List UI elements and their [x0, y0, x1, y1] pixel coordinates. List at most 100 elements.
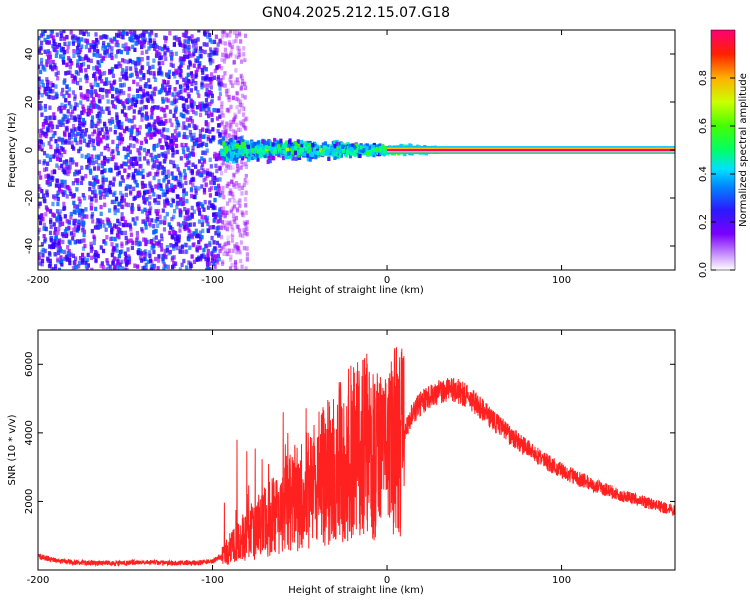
heatmap-cell — [99, 211, 103, 217]
heatmap-cell — [297, 155, 302, 160]
heatmap-cell — [101, 43, 106, 48]
heatmap-cell — [117, 124, 121, 130]
heatmap-cell — [84, 30, 88, 34]
heatmap-cell — [92, 240, 96, 246]
heatmap-cell — [141, 184, 145, 190]
heatmap-cell — [116, 260, 120, 266]
heatmap-cell — [94, 44, 99, 49]
heatmap-cell — [220, 57, 224, 62]
heatmap-cell — [199, 202, 203, 207]
heatmap-cell — [62, 93, 66, 99]
heatmap-cell — [148, 32, 152, 37]
heatmap-cell — [62, 105, 66, 110]
heatmap-cell — [235, 122, 239, 128]
heatmap-cell — [117, 266, 121, 270]
heatmap-cell — [52, 38, 56, 44]
heatmap-cell — [218, 248, 222, 254]
heatmap-cell — [284, 142, 288, 147]
heatmap-cell — [105, 258, 109, 263]
heatmap-cell — [97, 106, 102, 111]
heatmap-cell — [64, 165, 68, 170]
heatmap-cell — [89, 168, 93, 174]
heatmap-cell — [126, 152, 130, 158]
heatmap-cell — [146, 161, 150, 166]
heatmap-cell — [102, 239, 106, 245]
heatmap-cell — [102, 71, 107, 76]
heatmap-cell — [80, 175, 84, 180]
heatmap-cell — [214, 254, 218, 259]
heatmap-cell — [199, 105, 203, 111]
heatmap-cell — [243, 33, 248, 39]
heatmap-cell — [208, 32, 212, 38]
heatmap-cell — [198, 230, 203, 235]
heatmap-cell — [210, 235, 214, 241]
heatmap-cell — [74, 133, 78, 139]
heatmap-cell — [104, 53, 108, 59]
heatmap-cell — [118, 91, 122, 96]
heatmap-cell — [236, 51, 240, 56]
heatmap-cell — [80, 212, 85, 217]
heatmap-cell — [186, 208, 190, 213]
heatmap-cell — [50, 66, 55, 72]
heatmap-cell — [81, 252, 85, 258]
heatmap-cell — [172, 214, 176, 220]
heatmap-cell — [233, 259, 238, 265]
heatmap-cell — [98, 119, 102, 124]
heatmap-cell — [120, 71, 124, 77]
tone-line-core — [387, 148, 675, 152]
heatmap-cell — [221, 136, 225, 141]
heatmap-cell — [240, 148, 244, 154]
heatmap-cell — [220, 246, 224, 251]
heatmap-cell — [166, 135, 170, 140]
heatmap-cell — [168, 109, 173, 114]
heatmap-cell — [77, 169, 82, 174]
heatmap-cell — [184, 39, 188, 44]
heatmap-cell — [227, 40, 232, 45]
heatmap-cell — [244, 266, 248, 270]
heatmap-cell — [161, 170, 165, 176]
heatmap-cell — [145, 111, 149, 116]
heatmap-cell — [205, 215, 210, 221]
heatmap-cell — [167, 90, 171, 96]
heatmap-cell — [58, 219, 62, 224]
heatmap-cell — [203, 83, 207, 88]
heatmap-cell — [194, 111, 198, 116]
heatmap-cell — [110, 242, 114, 247]
heatmap-cell — [348, 153, 353, 159]
heatmap-cell — [38, 90, 41, 95]
heatmap-cell — [63, 170, 67, 175]
heatmap-cell — [190, 119, 195, 124]
heatmap-cell — [66, 250, 70, 256]
heatmap-cell — [117, 202, 121, 207]
heatmap-cell — [104, 241, 108, 246]
heatmap-cell — [98, 221, 102, 227]
heatmap-cell — [51, 212, 55, 217]
heatmap-cell — [210, 112, 214, 117]
heatmap-cell — [256, 144, 260, 150]
heatmap-cell — [236, 245, 240, 251]
heatmap-cell — [227, 148, 231, 153]
heatmap-cell — [56, 76, 60, 81]
heatmap-cell — [131, 240, 135, 245]
heatmap-cell — [161, 189, 165, 194]
heatmap-cell — [197, 201, 201, 206]
heatmap-cell — [263, 153, 267, 158]
heatmap-cell — [279, 138, 283, 144]
heatmap-cell — [231, 227, 235, 233]
heatmap-cell — [231, 194, 235, 200]
heatmap-cell — [152, 263, 157, 269]
heatmap-cell — [192, 194, 196, 200]
heatmap-cell — [162, 167, 166, 173]
heatmap-cell — [262, 150, 266, 155]
heatmap-cell — [120, 83, 124, 88]
heatmap-cell — [66, 70, 70, 75]
heatmap-cell — [366, 151, 370, 157]
heatmap-cell — [225, 145, 229, 151]
heatmap-cell — [64, 226, 69, 232]
heatmap-cell — [179, 174, 183, 180]
heatmap-cell — [54, 234, 59, 240]
heatmap-cell — [95, 136, 99, 141]
heatmap-cell — [130, 209, 134, 214]
heatmap-cell — [226, 165, 230, 170]
heatmap-cell — [40, 105, 44, 111]
